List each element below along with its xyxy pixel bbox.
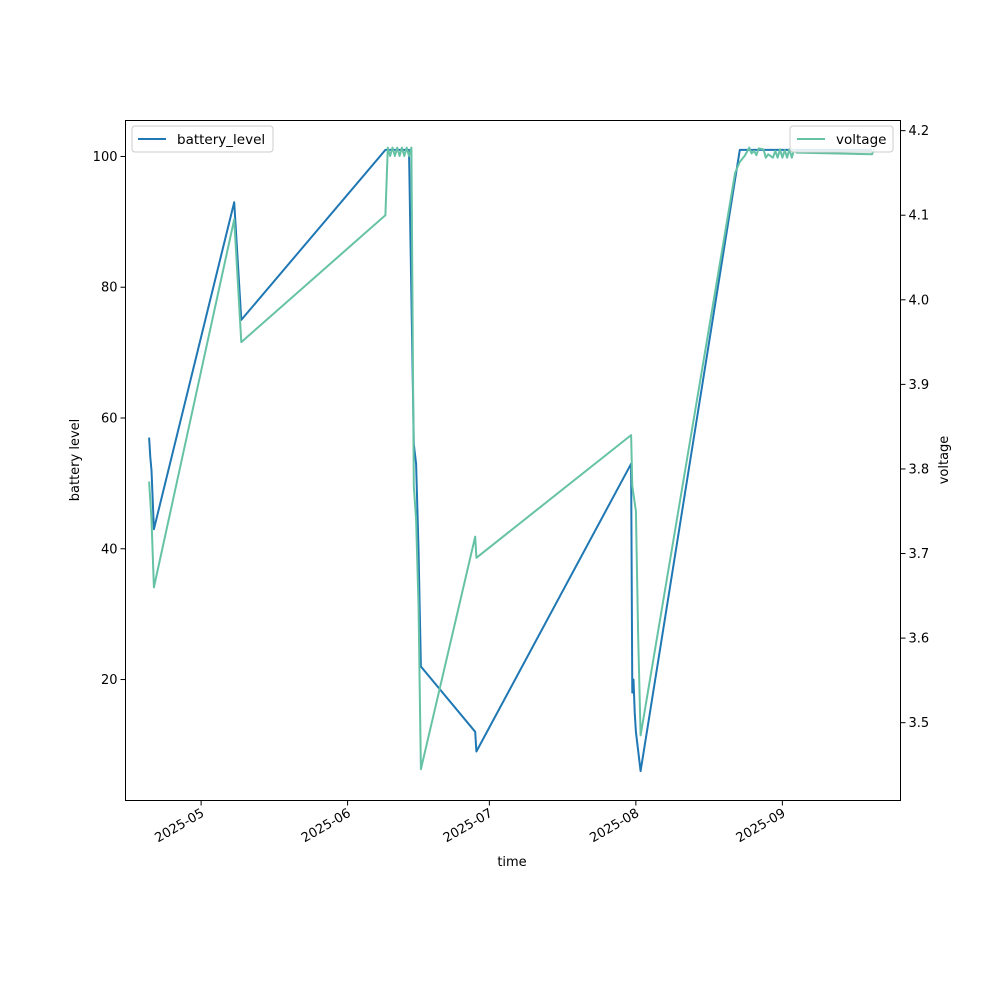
legend-right: voltage [789,125,894,153]
y-tick-label: 40 [101,542,118,557]
y2-tick-label: 4.2 [909,124,930,139]
y-axis-left: 20 40 60 80 100 [93,150,126,688]
y2-tick-label: 3.5 [909,716,930,731]
y-axis-right: 3.5 3.6 3.7 3.8 3.9 4.0 4.1 4.2 [900,124,930,731]
y2-tick-label: 3.6 [909,632,930,647]
series-layer [148,146,876,773]
y2-tick-label: 3.9 [909,378,930,393]
series-line-voltage [148,146,876,771]
y2-axis-label: voltage [937,436,952,485]
x-axis-label: time [497,855,526,870]
legend-left-frame [131,125,274,153]
legend-left: battery_level [131,125,274,153]
y-tick-label: 80 [101,281,118,296]
y-tick-label: 60 [101,412,118,427]
y2-tick-label: 3.7 [909,547,930,562]
y2-tick-label: 4.1 [909,209,930,224]
y2-tick-label: 3.8 [909,462,930,477]
series-line-battery-level [148,148,873,773]
plot-frame [125,120,901,801]
legend-battery-level-label: battery_level [177,132,265,148]
y2-tick-label: 4.0 [909,293,930,308]
legend-right-frame [789,125,894,153]
y-tick-label: 20 [101,673,118,688]
y-tick-label: 100 [93,150,118,165]
y-axis-label: battery level [68,419,83,502]
legend-voltage-label: voltage [836,132,886,148]
